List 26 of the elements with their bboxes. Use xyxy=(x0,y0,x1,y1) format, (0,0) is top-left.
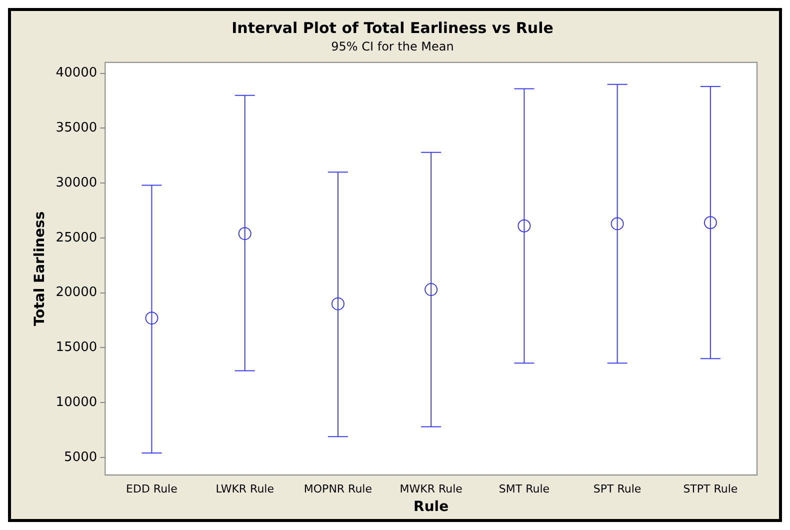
x-tick-label: LWKR Rule xyxy=(216,482,274,496)
point xyxy=(704,216,717,230)
y-tick-label: 25000 xyxy=(56,230,98,246)
chart-subtitle: 95% CI for the Mean xyxy=(331,39,454,54)
point xyxy=(331,297,344,310)
point xyxy=(238,227,252,240)
y-axis-title: Total Earliness xyxy=(32,211,48,326)
point xyxy=(145,312,158,325)
point xyxy=(610,217,624,230)
x-axis-title: Rule xyxy=(414,499,449,516)
point xyxy=(424,283,438,296)
y-tick-label: 15000 xyxy=(56,340,98,356)
y-tick-label: 10000 xyxy=(56,394,98,410)
y-tick-label: 35000 xyxy=(56,120,98,136)
x-tick-label: STPT Rule xyxy=(683,482,738,496)
y-tick-label: 20000 xyxy=(56,285,98,300)
x-tick-label: SPT Rule xyxy=(593,482,642,496)
x-tick-label: MWKR Rule xyxy=(400,482,463,496)
point xyxy=(518,219,531,232)
y-tick-label: 40000 xyxy=(56,66,98,81)
chart-title: Interval Plot of Total Earliness vs Rule xyxy=(232,18,554,37)
x-tick-label: MOPNR Rule xyxy=(304,482,372,496)
y-tick-label: 30000 xyxy=(56,175,98,190)
x-tick-label: EDD Rule xyxy=(126,482,178,496)
x-tick-label: SMT Rule xyxy=(498,482,550,496)
y-tick-label: 5000 xyxy=(64,450,98,465)
